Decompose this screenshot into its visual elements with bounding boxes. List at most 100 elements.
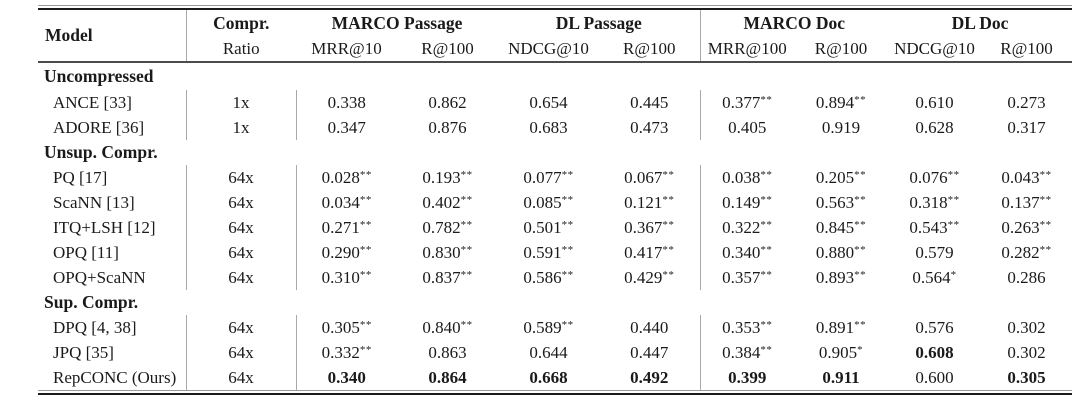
- model-cell: ScaNN [13]: [38, 190, 187, 215]
- col-header-dl-passage-r100: R@100: [623, 38, 676, 58]
- metric-value-cell: 0.137**: [1001, 192, 1052, 212]
- metric-value-cell: 0.149**: [699, 190, 794, 215]
- metric-value-cell: 0.668: [529, 367, 568, 387]
- metric-value-cell: 0.445: [630, 92, 669, 112]
- model-cell: ITQ+LSH [12]: [38, 215, 187, 240]
- metric-value-cell: 0.076**: [909, 167, 960, 187]
- metric-value-cell: 0.286: [1007, 267, 1046, 287]
- metric-value-cell: 0.894**: [815, 92, 867, 112]
- table-row: PQ [17] 64x 0.028** 0.193** 0.077** 0.067** 0.…: [38, 165, 1072, 190]
- metric-value-cell: 0.340: [327, 367, 366, 387]
- metric-value-cell: 0.317: [1007, 117, 1046, 137]
- metric-value-cell: 0.282**: [1001, 242, 1052, 262]
- model-cell: RepCONC (Ours): [38, 365, 187, 390]
- top-rule: [38, 5, 1072, 10]
- ratio-cell: 64x: [186, 265, 297, 290]
- metric-value-cell: 0.683: [529, 117, 568, 137]
- metric-value-cell: 0.845**: [815, 217, 867, 237]
- section-title: Unsup. Compr.: [44, 142, 158, 162]
- col-header-model: Model: [38, 10, 187, 62]
- metric-value-cell: 0.919: [821, 117, 861, 137]
- group-header-marco-passage: MARCO Passage: [331, 12, 463, 33]
- ratio-cell: 1x: [186, 115, 297, 140]
- model-cell: ANCE [33]: [38, 90, 187, 115]
- model-cell: ADORE [36]: [38, 115, 187, 140]
- col-header-marco-passage-mrr10: MRR@10: [311, 38, 382, 58]
- table-row: ITQ+LSH [12] 64x 0.271** 0.782** 0.501** 0.36…: [38, 215, 1072, 240]
- table-row: ADORE [36] 1x 0.347 0.876 0.683 0.473 0.405 0.9…: [38, 115, 1072, 140]
- ratio-cell: 64x: [186, 240, 297, 265]
- model-cell: OPQ [11]: [38, 240, 187, 265]
- model-cell: JPQ [35]: [38, 340, 187, 365]
- model-cell: OPQ+ScaNN: [38, 265, 187, 290]
- metric-value-cell: 0.591**: [523, 242, 574, 262]
- metric-value-cell: 0.654: [529, 92, 568, 112]
- metric-value-cell: 0.501**: [523, 217, 574, 237]
- ratio-cell: 64x: [186, 340, 297, 365]
- bottom-rule: [38, 390, 1072, 395]
- metric-value-cell: 0.085**: [523, 192, 574, 212]
- metric-value-cell: 0.876: [428, 117, 467, 137]
- table-row: OPQ+ScaNN 64x 0.310** 0.837** 0.586** 0.429**…: [38, 265, 1072, 290]
- ratio-cell: 1x: [186, 90, 297, 115]
- metric-value-cell: 0.340**: [699, 240, 794, 265]
- metric-value-cell: 0.399: [699, 365, 794, 390]
- metric-value-cell: 0.302: [1007, 342, 1046, 362]
- metric-value-cell: 0.384**: [699, 340, 794, 365]
- col-header-dl-doc-ndcg10: NDCG@10: [894, 38, 975, 58]
- metric-value-cell: 0.034**: [321, 192, 372, 212]
- metric-value-cell: 0.347: [327, 117, 366, 137]
- metric-value-cell: 0.121**: [624, 192, 675, 212]
- metric-value-cell: 0.067**: [624, 167, 675, 187]
- metric-value-cell: 0.564*: [912, 267, 957, 287]
- metric-value-cell: 0.322**: [699, 215, 794, 240]
- metric-value-cell: 0.290**: [321, 242, 372, 262]
- metric-value-cell: 0.893**: [815, 267, 867, 287]
- table-row: OPQ [11] 64x 0.290** 0.830** 0.591** 0.417** 0…: [38, 240, 1072, 265]
- metric-value-cell: 0.305: [1007, 367, 1046, 387]
- col-header-marco-doc-mrr100: MRR@100: [699, 36, 794, 62]
- metric-value-cell: 0.405: [699, 115, 794, 140]
- table-header: Model Compr. MARCO Passage DL Passage MA…: [38, 10, 1073, 62]
- metric-value-cell: 0.608: [915, 342, 954, 362]
- metric-value-cell: 0.338: [327, 92, 366, 112]
- metric-value-cell: 0.332**: [321, 342, 372, 362]
- table-row: ScaNN [13] 64x 0.034** 0.402** 0.085** 0.121*…: [38, 190, 1072, 215]
- metric-value-cell: 0.840**: [422, 317, 473, 337]
- results-table: Model Compr. MARCO Passage DL Passage MA…: [38, 10, 1073, 390]
- metric-value-cell: 0.473: [630, 117, 669, 137]
- metric-value-cell: 0.911: [822, 367, 860, 387]
- metric-value-cell: 0.271**: [321, 217, 372, 237]
- metric-value-cell: 0.830**: [422, 242, 473, 262]
- header-group-row: Model Compr. MARCO Passage DL Passage MA…: [38, 10, 1072, 62]
- metric-value-cell: 0.310**: [321, 267, 372, 287]
- section-header-row: Unsup. Compr.: [38, 140, 1072, 165]
- metric-value-cell: 0.589**: [523, 317, 574, 337]
- table-body: Uncompressed ANCE [33] 1x 0.338 0.862 0.654 0.…: [38, 62, 1072, 390]
- metric-value-cell: 0.305**: [321, 317, 372, 337]
- metric-value-cell: 0.880**: [815, 242, 867, 262]
- model-cell: DPQ [4, 38]: [38, 315, 187, 340]
- group-header-marco-doc: MARCO Doc: [699, 10, 889, 36]
- section-header-row: Sup. Compr.: [38, 290, 1072, 315]
- metric-value-cell: 0.447: [630, 342, 669, 362]
- metric-value-cell: 0.492: [630, 367, 669, 387]
- metric-value-cell: 0.077**: [523, 167, 574, 187]
- section-title: Sup. Compr.: [44, 292, 139, 312]
- ratio-cell: 64x: [186, 190, 297, 215]
- metric-value-cell: 0.576: [915, 317, 954, 337]
- model-cell: PQ [17]: [38, 165, 187, 190]
- metric-value-cell: 0.579: [915, 242, 954, 262]
- table-row: ANCE [33] 1x 0.338 0.862 0.654 0.445 0.377** 0.…: [38, 90, 1072, 115]
- section-header-row: Uncompressed: [38, 62, 1072, 90]
- metric-value-cell: 0.905*: [818, 342, 864, 362]
- group-header-dl-passage: DL Passage: [555, 12, 642, 33]
- metric-value-cell: 0.864: [428, 367, 467, 387]
- metric-value-cell: 0.543**: [909, 217, 960, 237]
- table-row: RepCONC (Ours) 64x 0.340 0.864 0.668 0.492 0.3…: [38, 365, 1072, 390]
- col-header-dl-doc-r100: R@100: [1000, 38, 1053, 58]
- col-header-compr: Compr.: [213, 12, 270, 33]
- ratio-cell: 64x: [186, 215, 297, 240]
- header-metric-row: Ratio MRR@10 R@100 NDCG@10 R@100 MRR@100…: [38, 36, 1072, 62]
